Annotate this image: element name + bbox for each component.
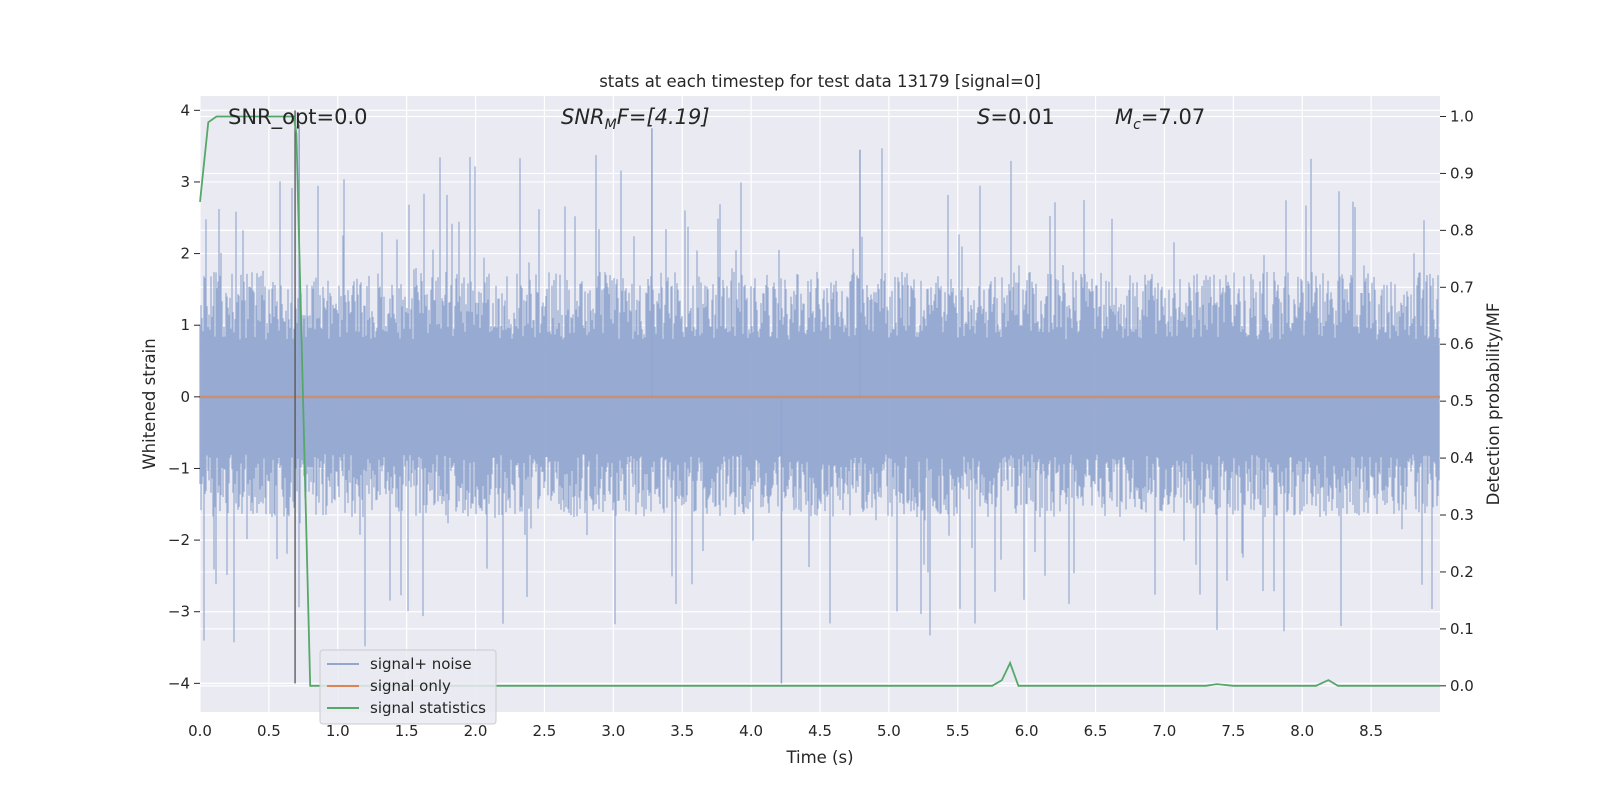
x-tick-label: 8.0 bbox=[1290, 722, 1314, 740]
x-tick-label: 0.0 bbox=[188, 722, 212, 740]
y-right-axis-label: Detection probability/MF bbox=[1484, 303, 1503, 506]
y-right-tick-label: 0.5 bbox=[1450, 392, 1474, 410]
y-tick-label: 3 bbox=[180, 173, 190, 191]
x-tick-label: 5.5 bbox=[946, 722, 970, 740]
snr-mf-rest: F=[4.19] bbox=[617, 105, 710, 129]
y-tick-label: −1 bbox=[168, 459, 190, 477]
mc-rest: =7.07 bbox=[1141, 105, 1205, 129]
mc-sub: c bbox=[1133, 117, 1141, 133]
chart-title: stats at each timestep for test data 131… bbox=[599, 72, 1041, 91]
y-right-tick-label: 0.1 bbox=[1450, 620, 1474, 638]
signal-statistics-line bbox=[199, 115, 1440, 687]
annotation-mc: Mc=7.07 bbox=[1115, 105, 1205, 133]
tick-labels: 0.0 0.5 1.0 1.5 2.0 2.5 3.0 3.5 4.0 4.5 5.0 5.5 6.0 6… bbox=[168, 101, 1474, 740]
y-right-tick-label: 0.0 bbox=[1450, 677, 1474, 695]
s-main: S bbox=[977, 105, 990, 129]
snr-mf-sub: M bbox=[605, 117, 617, 133]
x-tick-label: 1.0 bbox=[326, 722, 350, 740]
mc-main: M bbox=[1115, 105, 1133, 129]
annotation-snr-opt: SNR_opt=0.0 bbox=[228, 105, 368, 130]
y-tick-label: 4 bbox=[180, 101, 190, 119]
y-tick-label: 2 bbox=[180, 245, 190, 263]
x-tick-label: 2.5 bbox=[533, 722, 557, 740]
legend-label-signal-statistics: signal statistics bbox=[370, 699, 486, 717]
x-tick-label: 1.5 bbox=[395, 722, 419, 740]
legend-label-signal-noise: signal+ noise bbox=[370, 655, 472, 673]
x-tick-label: 4.0 bbox=[739, 722, 763, 740]
y-right-tick-label: 0.7 bbox=[1450, 278, 1474, 296]
y-right-tick-label: 0.3 bbox=[1450, 506, 1474, 524]
y-tick-label: 1 bbox=[180, 316, 190, 334]
y-right-tick-label: 0.4 bbox=[1450, 449, 1474, 467]
x-tick-label: 4.5 bbox=[808, 722, 832, 740]
legend-label-signal-only: signal only bbox=[370, 677, 451, 695]
line-series bbox=[199, 110, 1440, 687]
y-tick-label: −3 bbox=[168, 603, 190, 621]
y-right-tick-label: 0.8 bbox=[1450, 221, 1474, 239]
snr-mf-main: SNR bbox=[561, 105, 605, 129]
y-right-tick-label: 0.9 bbox=[1450, 164, 1474, 182]
y-axis-label: Whitened strain bbox=[140, 338, 159, 469]
y-tick-label: 0 bbox=[180, 388, 190, 406]
x-axis-label: Time (s) bbox=[785, 748, 853, 767]
y-tick-label: −2 bbox=[168, 531, 190, 549]
x-tick-label: 6.0 bbox=[1015, 722, 1039, 740]
y-right-tick-label: 0.6 bbox=[1450, 335, 1474, 353]
x-tick-label: 6.5 bbox=[1084, 722, 1108, 740]
x-tick-label: 0.5 bbox=[257, 722, 281, 740]
y-right-tick-label: 1.0 bbox=[1450, 107, 1474, 125]
legend-box bbox=[319, 649, 497, 725]
y-tick-label: −4 bbox=[168, 674, 190, 692]
x-tick-label: 5.0 bbox=[877, 722, 901, 740]
annotation-s: S=0.01 bbox=[977, 105, 1055, 129]
x-tick-label: 7.0 bbox=[1153, 722, 1177, 740]
x-tick-label: 3.0 bbox=[601, 722, 625, 740]
x-tick-label: 2.0 bbox=[464, 722, 488, 740]
x-tick-label: 8.5 bbox=[1359, 722, 1383, 740]
x-tick-label: 3.5 bbox=[670, 722, 694, 740]
s-rest: =0.01 bbox=[990, 105, 1054, 129]
annotation-snr-mf: SNRMF=[4.19] bbox=[561, 105, 710, 133]
legend: signal+ noise signal only signal statist… bbox=[319, 649, 497, 725]
y-right-tick-label: 0.2 bbox=[1450, 563, 1474, 581]
x-tick-label: 7.5 bbox=[1221, 722, 1245, 740]
